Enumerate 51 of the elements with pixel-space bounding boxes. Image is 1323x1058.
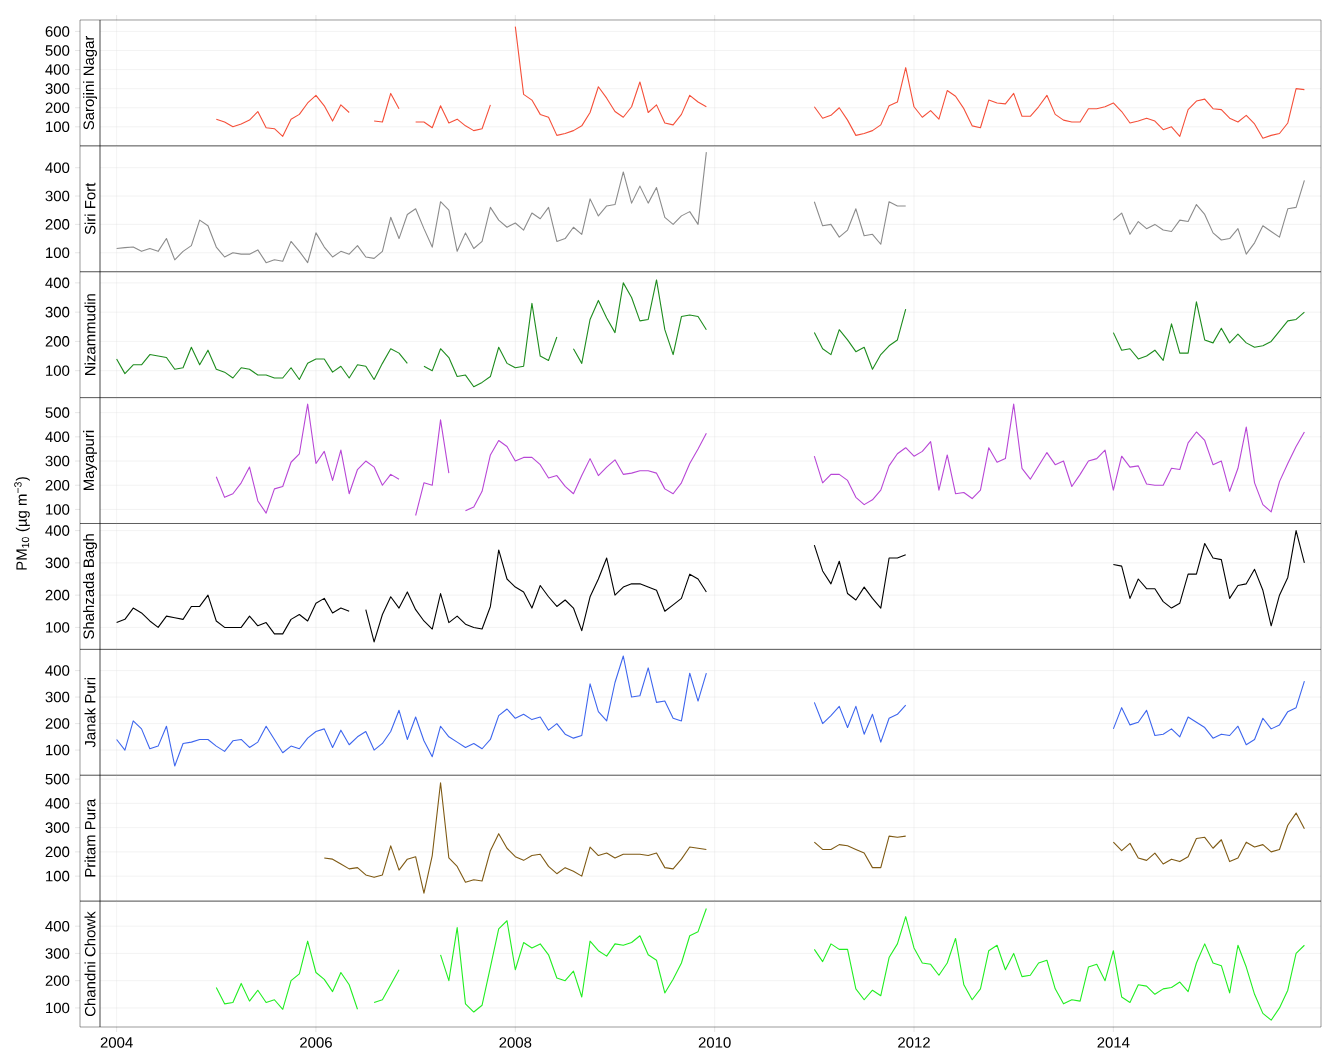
text: Janak Puri <box>84 678 96 748</box>
y-axis-title: PM$_{10}$ (µg m$^{−3}$) <box>14 477 30 570</box>
y-tick-label: 300 <box>45 822 70 833</box>
y-tick-label: 400 <box>45 920 70 932</box>
y-tick-label: 100 <box>46 504 70 515</box>
y-tick-label: 100 <box>46 870 70 882</box>
y-tick-label: 600 <box>45 26 70 37</box>
y-tick-label: 100 <box>46 1002 70 1014</box>
y-tick-label: 200 <box>45 589 70 601</box>
y-tick-label: 300 <box>45 948 70 959</box>
x-tick-label: 2004 <box>100 1037 133 1048</box>
y-tick-label: 100 <box>46 744 70 756</box>
x-tick-label: 2010 <box>698 1037 731 1048</box>
y-tick-label: 400 <box>45 64 70 75</box>
y-tick-label: 200 <box>45 975 70 986</box>
y-tick-label: 500 <box>45 407 70 418</box>
x-tick-label: 2012 <box>898 1037 930 1048</box>
text: Sarojini Nagar <box>83 35 97 130</box>
text: Chandni Chowk <box>84 911 96 1017</box>
y-tick-label: 200 <box>45 479 70 491</box>
text: Nizammudin <box>84 294 96 375</box>
y-tick-label: 400 <box>45 525 70 536</box>
text: Shahzada Bagh <box>83 534 97 639</box>
x-tick-label: 2006 <box>300 1037 332 1048</box>
y-tick-label: 400 <box>45 162 70 173</box>
y-tick-label: 100 <box>46 247 70 259</box>
y-tick-label: 300 <box>45 83 70 94</box>
y-tick-label: 500 <box>45 773 70 785</box>
y-tick-label: 400 <box>45 431 70 443</box>
y-tick-label: 200 <box>45 102 70 114</box>
y-tick-label: 300 <box>45 190 70 202</box>
y-tick-label: 400 <box>45 665 70 676</box>
y-tick-label: 400 <box>45 798 70 809</box>
y-tick-label: 100 <box>46 365 70 376</box>
y-tick-label: 300 <box>45 691 70 703</box>
y-tick-label: 200 <box>45 336 70 347</box>
text: Siri Fort <box>84 182 96 235</box>
y-tick-label: 300 <box>45 455 70 467</box>
y-tick-label: 100 <box>46 622 70 633</box>
y-tick-label: 200 <box>45 846 70 858</box>
y-tick-label: 100 <box>46 121 70 133</box>
y-tick-label: 300 <box>45 306 70 318</box>
text: Mayapuri <box>83 430 97 491</box>
y-tick-label: 200 <box>45 219 70 230</box>
y-tick-label: 500 <box>45 45 70 56</box>
x-tick-label: 2014 <box>1097 1037 1130 1048</box>
x-tick-label: 2008 <box>499 1037 532 1048</box>
y-tick-label: 200 <box>45 718 70 729</box>
text: Pritam Pura <box>84 798 96 877</box>
y-tick-label: 400 <box>45 277 70 289</box>
y-tick-label: 300 <box>45 557 70 569</box>
